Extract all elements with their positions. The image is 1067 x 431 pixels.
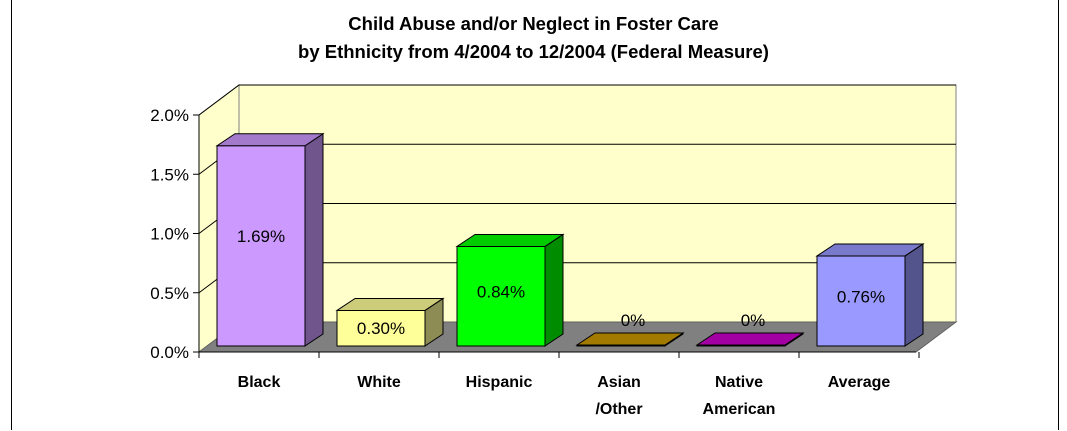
x-category-label: Native xyxy=(715,374,763,391)
data-labels: 1.69% 0.30% 0.84% 0% 0% 0.76% xyxy=(237,227,885,338)
bar xyxy=(695,332,805,347)
x-category-label: White xyxy=(357,374,401,391)
y-tick-label: 2.0% xyxy=(150,106,189,125)
bar-side xyxy=(544,233,564,347)
x-category-label: /Other xyxy=(595,401,642,418)
bar-top xyxy=(815,243,925,257)
chart-title: Child Abuse and/or Neglect in Foster Car… xyxy=(0,10,1067,66)
x-axis-categories: Black White Hispanic Asian/Other Native Ameri… xyxy=(238,374,891,418)
bar xyxy=(575,332,685,347)
bar-top xyxy=(335,297,445,311)
y-axis: 0.0% 0.5% 1.0% 1.5% 2.0% xyxy=(150,106,920,362)
data-label: 1.69% xyxy=(237,227,285,246)
data-label: 0.76% xyxy=(837,287,885,306)
data-label: 0% xyxy=(741,311,766,330)
bar xyxy=(455,233,565,347)
bar-top xyxy=(695,332,805,346)
data-label: 0.84% xyxy=(477,282,525,301)
bar-top xyxy=(455,233,565,247)
y-tick-label: 1.5% xyxy=(150,165,189,184)
data-label: 0% xyxy=(621,311,646,330)
chart-title-line-2: by Ethnicity from 4/2004 to 12/2004 (Fed… xyxy=(298,41,769,62)
bar xyxy=(335,297,445,347)
bar-side xyxy=(904,243,924,347)
bar-top xyxy=(215,133,325,147)
data-label: 0.30% xyxy=(357,319,405,338)
x-category-label: Hispanic xyxy=(466,374,533,391)
chart-title-line-1: Child Abuse and/or Neglect in Foster Car… xyxy=(348,13,719,34)
bar xyxy=(215,132,325,347)
bar-side xyxy=(304,132,324,347)
x-category-label: Asian xyxy=(597,374,641,391)
x-category-label: Average xyxy=(828,374,891,391)
chart-frame xyxy=(11,0,1059,430)
y-tick-label: 0.5% xyxy=(150,284,189,303)
y-tick-label: 1.0% xyxy=(150,225,189,244)
bar xyxy=(815,243,925,347)
x-category-label: American xyxy=(703,401,776,418)
bar-front xyxy=(216,145,306,347)
y-tick-label: 0.0% xyxy=(150,343,189,362)
x-category-label: Black xyxy=(238,374,281,391)
gridline xyxy=(198,84,956,116)
bars xyxy=(215,132,925,347)
bar-top xyxy=(575,332,685,346)
